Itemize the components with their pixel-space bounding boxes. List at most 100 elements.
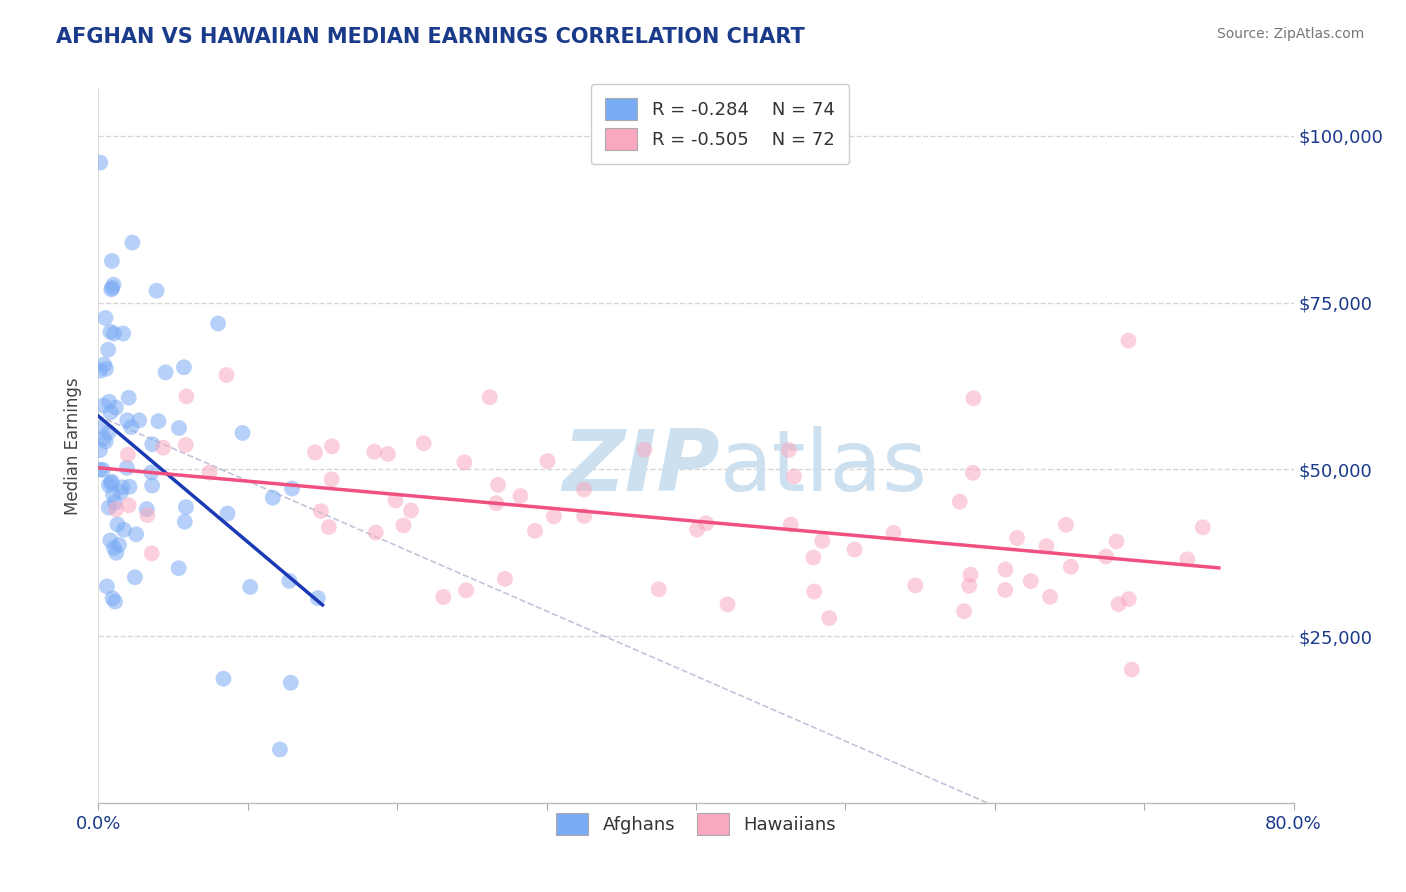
Point [120,420,142,434]
Point [494,572,516,586]
Point [953,604,976,618]
Point [115,413,138,427]
Point [145,284,167,298]
Point [101,253,124,268]
Point [141,478,163,492]
Point [103,277,125,292]
Point [148,414,170,428]
Text: Source: ZipAtlas.com: Source: ZipAtlas.com [1216,27,1364,41]
Point [97,425,120,440]
Point [1105,534,1128,549]
Point [633,442,655,457]
Point [198,466,221,480]
Point [716,598,738,612]
Point [155,365,177,379]
Point [486,478,509,492]
Point [108,538,131,552]
Point [994,563,1017,577]
Point [212,672,235,686]
Point [1035,539,1057,553]
Point [141,546,163,560]
Point [686,523,709,537]
Point [215,368,238,382]
Point [1060,559,1083,574]
Point [136,508,159,522]
Point [101,591,124,606]
Point [1019,574,1042,588]
Point [1005,531,1028,545]
Point [309,504,332,518]
Point [173,515,195,529]
Point [174,500,197,515]
Point [141,437,163,451]
Point [1108,597,1130,611]
Y-axis label: Median Earnings: Median Earnings [65,377,83,515]
Point [1039,590,1062,604]
Point [543,509,565,524]
Point [98,394,121,409]
Point [104,495,127,509]
Point [412,436,434,450]
Point [107,517,129,532]
Point [93,358,115,372]
Point [101,487,124,501]
Point [478,390,501,404]
Point [384,493,406,508]
Point [173,360,195,375]
Point [93,431,115,445]
Point [453,455,475,469]
Point [1118,334,1140,348]
Point [811,533,834,548]
Point [239,580,262,594]
Point [117,448,139,462]
Point [321,472,343,486]
Point [112,523,135,537]
Point [281,482,304,496]
Point [104,594,127,608]
Point [96,579,118,593]
Point [100,282,122,296]
Point [104,401,127,415]
Point [167,561,190,575]
Point [363,444,385,458]
Point [959,567,981,582]
Point [97,343,120,357]
Point [174,438,197,452]
Point [101,475,124,489]
Point [89,443,111,458]
Point [152,441,174,455]
Point [456,583,478,598]
Point [103,541,125,555]
Point [803,584,825,599]
Point [111,480,134,494]
Point [217,507,239,521]
Point [377,447,399,461]
Text: atlas: atlas [720,425,928,509]
Point [1054,517,1077,532]
Point [364,525,387,540]
Point [307,591,329,606]
Legend: Afghans, Hawaiians: Afghans, Hawaiians [547,804,845,844]
Point [818,611,841,625]
Point [94,361,117,376]
Point [89,155,111,169]
Point [1191,520,1213,534]
Point [962,466,984,480]
Point [124,570,146,584]
Point [207,317,229,331]
Point [105,502,128,516]
Point [783,469,806,483]
Point [90,420,112,434]
Point [101,281,124,295]
Point [141,466,163,480]
Point [509,489,531,503]
Point [105,546,128,560]
Point [1121,663,1143,677]
Point [524,524,547,538]
Point [118,498,141,512]
Point [280,675,302,690]
Point [135,502,157,516]
Point [167,421,190,435]
Point [994,582,1017,597]
Point [321,439,343,453]
